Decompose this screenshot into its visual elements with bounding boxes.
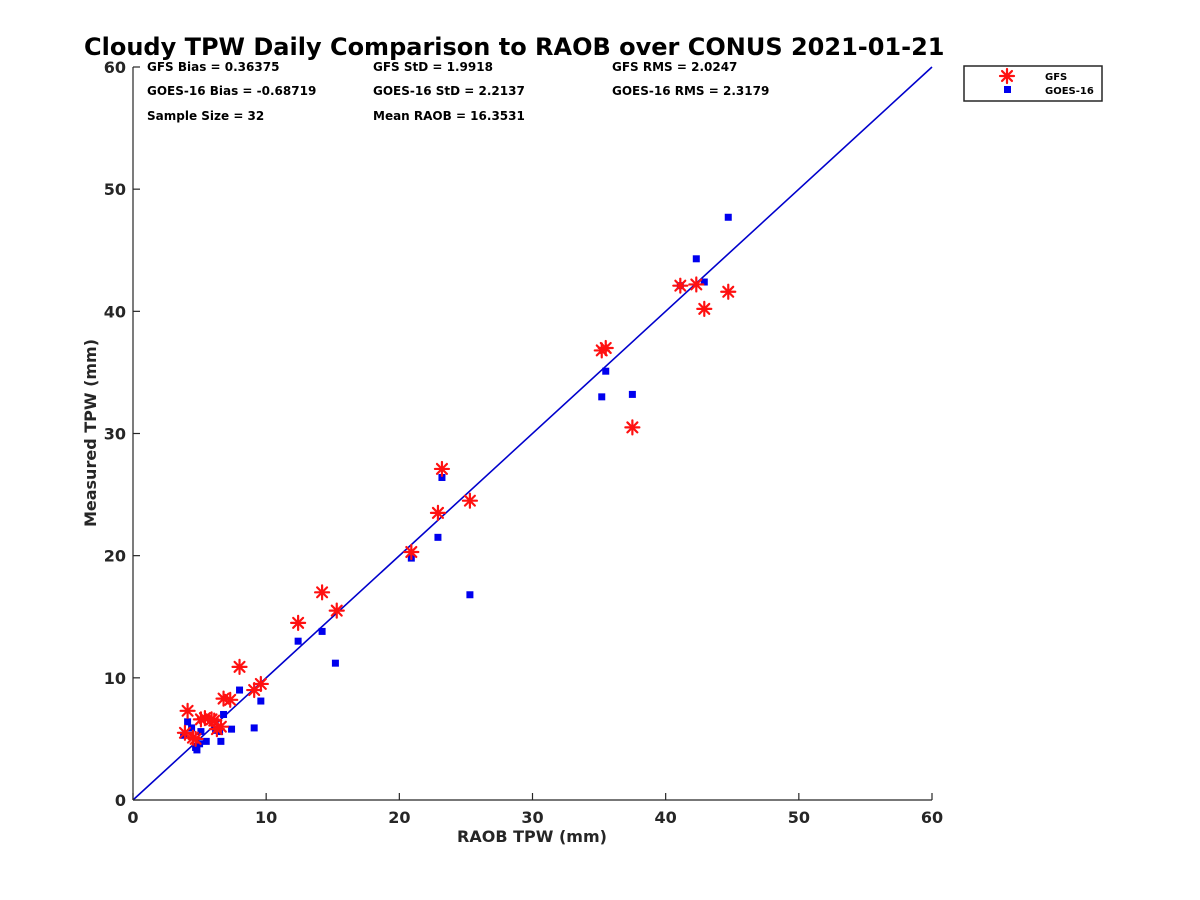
stat-r1-c2: GOES-16 RMS = 2.3179 — [612, 84, 769, 98]
goes16-point — [228, 725, 236, 733]
goes16-point — [466, 591, 474, 599]
goes16-point — [438, 473, 446, 481]
goes16-point — [250, 724, 258, 732]
x-axis-label: RAOB TPW (mm) — [457, 827, 607, 846]
gfs-point — [429, 504, 447, 522]
gfs-point — [179, 702, 196, 719]
goes16-point — [193, 746, 201, 754]
x-tick-label: 60 — [921, 808, 943, 827]
stats-annotations: GFS Bias = 0.36375 GFS StD = 1.9918 GFS RM… — [147, 60, 769, 123]
reference-line-layer — [132, 66, 933, 801]
goes16-point — [257, 697, 265, 705]
gfs-point — [290, 614, 307, 631]
gfs-point — [597, 339, 614, 357]
stat-r2-c0: Sample Size = 32 — [147, 109, 264, 123]
stat-r1-c0: GOES-16 Bias = -0.68719 — [147, 84, 316, 98]
legend-gfs-label: GFS — [1045, 72, 1067, 83]
goes16-point — [331, 659, 339, 667]
gfs-point — [176, 724, 194, 741]
gfs-point — [433, 460, 451, 478]
y-tick-label: 50 — [104, 180, 126, 199]
goes16-point — [724, 213, 732, 221]
gfs-point — [252, 675, 269, 693]
gfs-point — [403, 543, 420, 561]
gfs-point — [328, 602, 345, 619]
gfs-point — [222, 691, 239, 708]
goes16-point — [598, 393, 606, 401]
goes16-point — [700, 278, 708, 286]
gfs-point — [313, 584, 331, 601]
y-tick-label: 40 — [104, 302, 126, 321]
y-axis-label: Measured TPW (mm) — [81, 339, 100, 527]
goes16-point — [294, 637, 302, 645]
x-tick-label: 30 — [521, 808, 543, 827]
x-tick-label: 10 — [255, 808, 277, 827]
y-tick-label: 60 — [104, 58, 126, 77]
stat-r0-c2: GFS RMS = 2.0247 — [612, 60, 737, 74]
goes16-point — [692, 255, 700, 263]
goes16-point — [220, 710, 228, 718]
goes16-point — [202, 737, 210, 745]
legend-gfs-asterisk — [998, 67, 1016, 85]
legend: GFS GOES-16 — [963, 65, 1103, 102]
gfs-point — [672, 277, 689, 294]
goes16-point — [434, 533, 442, 541]
gfs-point — [212, 718, 229, 735]
goes16-point — [184, 718, 192, 726]
goes16-point — [236, 686, 244, 694]
tick-labels: 0 10 20 30 40 50 60 0 10 20 30 40 50 60 — [104, 58, 943, 827]
gfs-point — [187, 730, 204, 748]
chart-title: Cloudy TPW Daily Comparison to RAOB over… — [84, 33, 944, 61]
goes16-point — [197, 728, 205, 736]
y-tick-label: 30 — [104, 425, 126, 444]
stat-r0-c1: GFS StD = 1.9918 — [373, 60, 493, 74]
gfs-point — [231, 658, 248, 675]
x-tick-label: 40 — [655, 808, 677, 827]
goes16-point — [217, 737, 225, 745]
y-tick-label: 10 — [104, 669, 126, 688]
gfs-point — [720, 283, 737, 300]
data-marks-layer — [176, 213, 737, 754]
gfs-point — [461, 492, 479, 509]
gfs-point — [696, 300, 713, 317]
goes16-point — [628, 390, 636, 398]
stat-r1-c1: GOES-16 StD = 2.2137 — [373, 84, 525, 98]
x-tick-label: 50 — [788, 808, 810, 827]
y-tick-label: 0 — [115, 791, 126, 810]
legend-box — [963, 65, 1103, 102]
stat-r0-c0: GFS Bias = 0.36375 — [147, 60, 279, 74]
x-tick-label: 20 — [388, 808, 410, 827]
gfs-point — [688, 276, 705, 293]
stat-r2-c1: Mean RAOB = 16.3531 — [373, 109, 525, 123]
gfs-point — [624, 419, 641, 436]
one-to-one-line — [132, 66, 933, 801]
legend-goes16-marker — [1004, 86, 1011, 93]
y-tick-label: 20 — [104, 547, 126, 566]
goes16-point — [318, 627, 326, 635]
goes16-point — [602, 367, 610, 375]
legend-gfs-marker — [998, 67, 1016, 85]
goes16-point — [188, 724, 196, 732]
legend-goes16-label: GOES-16 — [1045, 86, 1094, 97]
x-tick-label: 0 — [127, 808, 138, 827]
